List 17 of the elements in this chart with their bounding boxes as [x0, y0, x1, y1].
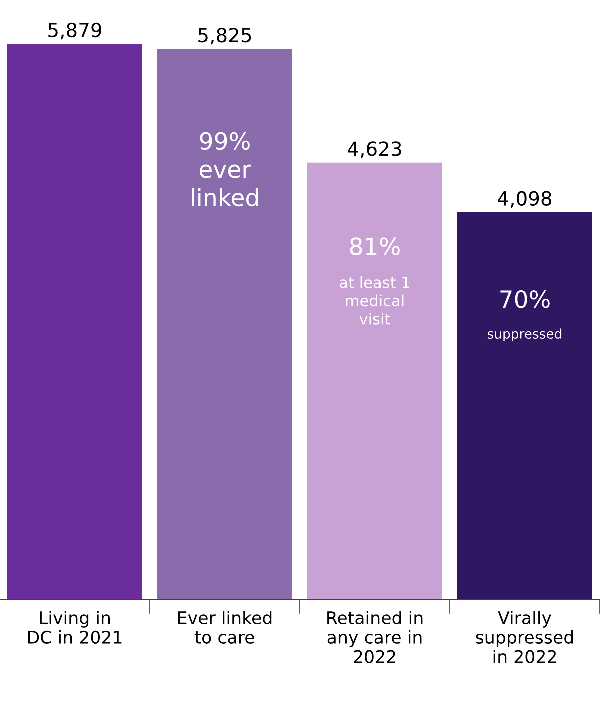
x-tick-label: Virally suppressed in 2022	[476, 611, 574, 664]
annotation: suppressed	[488, 328, 562, 342]
x-tick-label: Retained in any care in 2022	[328, 611, 423, 664]
data-label: 5,825	[198, 28, 252, 45]
data-label: 4,623	[348, 142, 402, 158]
x-tick-label: Ever linked to care	[178, 611, 272, 644]
annotation: at least 1 medical visit	[340, 276, 410, 325]
annotation: 70%	[500, 290, 550, 308]
data-label: 4,098	[498, 191, 552, 208]
bar	[8, 44, 142, 600]
annotation: 81%	[350, 238, 400, 256]
bar	[158, 49, 292, 600]
data-label: 5,879	[48, 22, 102, 40]
annotation: 99% ever linked	[192, 132, 258, 207]
bar	[308, 162, 442, 600]
bar	[458, 212, 592, 600]
x-tick-label: Living in DC in 2021	[28, 611, 122, 644]
